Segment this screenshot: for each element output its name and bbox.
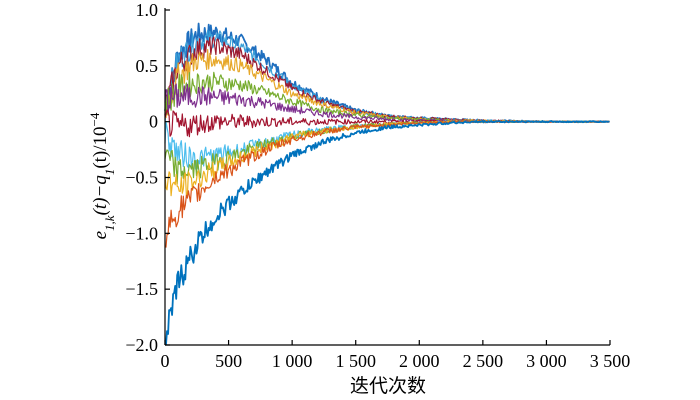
series-lines [164,22,610,346]
y-axis-label: e1,k(t)−q1(t)/10−4 [87,112,117,239]
y-label-e: e [90,231,111,239]
y-tick-label: −0.5 [125,168,158,188]
x-tick-label: 3 500 [590,351,631,371]
x-tick-label: 500 [215,351,242,371]
series-line-11 [164,120,610,248]
x-tick-label: 2 500 [463,351,504,371]
x-ticks: 0 500 1 000 1 500 2 000 2 500 3 000 3 500 [161,340,631,371]
y-tick-label: 0 [149,112,158,132]
x-tick-label: 1 000 [272,351,313,371]
series-line-2 [164,29,610,124]
y-label-q-sub: 1 [102,169,117,176]
x-axis-label: 迭代次数 [350,375,426,397]
y-label-e-sub: 1,k [102,215,117,231]
y-label-t1: (t)− [90,185,111,216]
x-tick-label: 2 000 [399,351,440,371]
y-tick-label: 0.5 [136,56,159,76]
y-tick-label: −2.0 [125,335,158,355]
x-tick-label: 0 [161,351,170,371]
y-ticks: 1.0 0.5 0 −0.5 −1.0 −1.5 −2.0 [125,0,170,355]
series-line-12 [164,120,610,346]
y-label-exp: −4 [87,112,102,126]
x-tick-label: 1 500 [335,351,376,371]
y-tick-label: −1.0 [125,223,158,243]
y-label-t2: (t)/10 [90,126,111,168]
series-line-10 [164,120,610,197]
y-label-q: q [90,175,111,185]
y-tick-label: 1.0 [136,0,159,20]
x-tick-label: 3 000 [526,351,567,371]
series-line-3 [164,36,610,123]
y-tick-label: −1.5 [125,279,158,299]
